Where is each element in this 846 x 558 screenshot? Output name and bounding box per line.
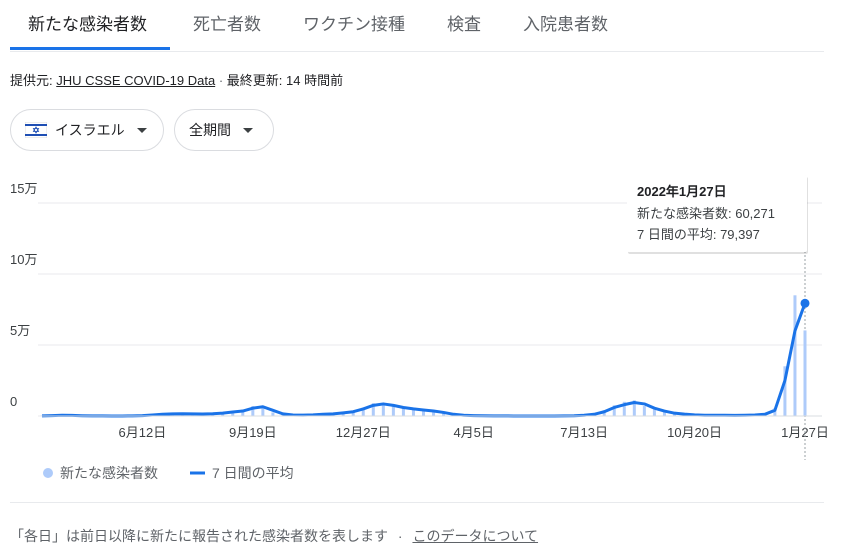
tab[interactable]: 新たな感染者数 — [28, 15, 147, 34]
bar — [793, 295, 797, 416]
bar — [632, 400, 636, 416]
bar — [251, 406, 255, 416]
bar — [261, 407, 265, 416]
bar — [652, 409, 656, 416]
bar — [401, 408, 405, 416]
bar — [783, 366, 787, 416]
separator: · — [218, 73, 224, 88]
tab[interactable]: ワクチン接種 — [303, 15, 405, 34]
y-tick-label: 5万 — [10, 323, 30, 338]
country: イスラエル — [55, 122, 125, 138]
bar — [391, 406, 395, 416]
bar — [351, 410, 355, 416]
bar — [381, 404, 385, 416]
tab[interactable]: 死亡者数 — [193, 15, 261, 34]
x-tick-label: 9月19日 — [229, 425, 277, 440]
divider — [10, 51, 824, 52]
period-dropdown[interactable]: 全期間 — [174, 109, 274, 151]
source-link[interactable]: JHU CSSE COVID-19 Data — [56, 73, 216, 88]
hover-dot — [800, 298, 810, 308]
bar — [803, 330, 807, 416]
bar — [773, 408, 777, 416]
country-dropdown[interactable]: イスラエル — [10, 109, 164, 151]
tooltip-box — [627, 175, 807, 252]
caret — [243, 127, 253, 133]
caret — [136, 127, 147, 133]
legend-swatch — [43, 468, 53, 478]
bar — [622, 401, 626, 416]
tab-indicator — [10, 47, 170, 50]
tooltip-line: 新たな感染者数: 60,271 — [637, 206, 775, 221]
tooltip-line: 7 日間の平均: 79,397 — [637, 227, 760, 242]
y-tick-label: 15万 — [10, 181, 37, 196]
tooltip-title: 2022年1月27日 — [637, 184, 727, 199]
tab[interactable]: 検査 — [447, 15, 481, 34]
tab[interactable]: 入院患者数 — [523, 15, 608, 34]
separator: · — [397, 528, 403, 544]
bar — [672, 413, 676, 416]
source-line: 提供元: JHU CSSE COVID-19 Data · 最終更新: 14 時… — [10, 70, 343, 89]
x-tick-label: 10月20日 — [667, 425, 722, 440]
bar — [442, 413, 446, 416]
bar — [432, 411, 436, 416]
y-tick-label: 0 — [10, 394, 17, 409]
bar — [422, 410, 425, 416]
bar — [231, 411, 235, 416]
flag — [25, 122, 47, 138]
bar — [612, 405, 616, 416]
chart: 0 5万 10万 15万 6月12日 9月19日 12月27日 4月5日 7月13日 10月20日… — [10, 175, 829, 481]
updated: 最終更新: 14 時間前 — [226, 73, 344, 88]
legend-label: 新たな感染者数 — [60, 465, 158, 481]
bar — [662, 412, 666, 416]
bar — [271, 412, 275, 416]
legend-label: 7 日間の平均 — [212, 465, 294, 481]
x-tick-label: 4月5日 — [453, 425, 493, 440]
footer-link[interactable]: このデータについて — [412, 528, 539, 544]
line — [41, 302, 807, 418]
bar — [241, 409, 245, 416]
bar — [411, 409, 415, 416]
x-tick-label: 12月27日 — [336, 425, 391, 440]
bar — [642, 406, 646, 416]
footer: 「各日」は前日以降に新たに報告された感染者数を表します · このデータについて — [10, 526, 538, 546]
divider — [10, 502, 824, 503]
period: 全期間 — [189, 122, 231, 138]
bar — [371, 403, 375, 416]
bar — [361, 407, 365, 416]
x-tick-label: 6月12日 — [119, 425, 167, 440]
x-tick-label: 7月13日 — [560, 425, 608, 440]
source-label: 提供元: — [10, 73, 53, 88]
footer-note: 「各日」は前日以降に新たに報告された感染者数を表します — [10, 528, 388, 544]
y-tick-label: 10万 — [10, 252, 37, 267]
